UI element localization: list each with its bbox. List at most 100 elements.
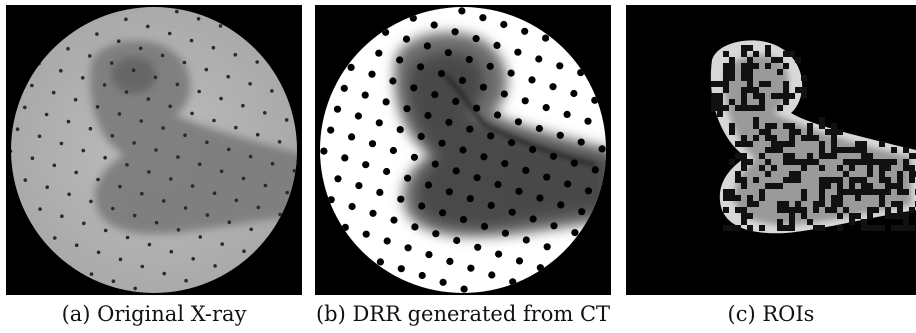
marker-dot	[255, 60, 259, 64]
marker-dot	[226, 5, 230, 6]
marker-dot	[262, 38, 267, 42]
roi-block	[777, 57, 783, 63]
roi-block	[783, 225, 789, 231]
roi-block	[903, 213, 909, 219]
roi-block	[759, 93, 765, 99]
marker-dot	[30, 83, 34, 88]
marker-dot	[212, 191, 217, 195]
roi-block	[807, 129, 813, 135]
marker-dot	[240, 31, 245, 35]
marker-dot	[300, 220, 302, 224]
marker-dot	[37, 134, 42, 139]
roi-block	[837, 213, 843, 219]
marker-dot	[376, 188, 384, 196]
marker-dot	[249, 227, 253, 232]
marker-dot	[599, 214, 606, 223]
marker-dot	[327, 196, 335, 204]
marker-dot	[527, 7, 536, 14]
roi-block	[861, 219, 867, 225]
marker-dot	[584, 117, 592, 125]
marker-dot	[31, 229, 35, 233]
marker-dot	[341, 154, 349, 162]
roi-block	[783, 81, 789, 87]
marker-dot	[320, 237, 322, 246]
marker-dot	[59, 141, 64, 146]
marker-dot	[556, 62, 564, 70]
marker-dot	[515, 187, 523, 195]
roi-block	[747, 69, 753, 75]
marker-dot	[467, 264, 475, 272]
roi-block	[759, 81, 765, 87]
marker-dot	[514, 48, 522, 56]
roi-block	[801, 135, 807, 141]
roi-block	[753, 93, 759, 99]
marker-dot	[368, 70, 376, 78]
marker-dot	[334, 175, 342, 183]
roi-block	[747, 141, 753, 147]
marker-dot	[599, 284, 606, 292]
roi-block	[741, 159, 747, 165]
caption-rois: (c) ROIs	[727, 302, 815, 326]
marker-dot	[327, 126, 335, 134]
marker-dot	[118, 184, 122, 189]
roi-block	[807, 135, 813, 141]
marker-dot	[29, 11, 34, 15]
marker-dot	[89, 272, 94, 276]
roi-block	[753, 117, 759, 123]
marker-dot	[315, 29, 320, 36]
roi-block	[789, 171, 795, 177]
roi-block	[765, 51, 771, 57]
marker-dot	[102, 83, 107, 87]
roi-block	[729, 225, 735, 231]
roi-block	[801, 75, 807, 81]
marker-dot	[234, 198, 239, 203]
roi-block	[747, 57, 753, 63]
roi-block	[741, 69, 747, 75]
marker-dot	[95, 105, 100, 109]
roi-block	[885, 207, 891, 213]
roi-block	[741, 177, 747, 183]
roi-block	[765, 63, 771, 69]
marker-dot	[549, 152, 558, 160]
roi-block	[759, 99, 765, 105]
marker-dot	[125, 235, 130, 240]
marker-dot	[341, 223, 349, 231]
marker-dot	[494, 180, 502, 189]
marker-dot	[409, 14, 417, 22]
roi-block	[747, 159, 753, 165]
roi-block	[723, 69, 729, 75]
marker-dot	[590, 27, 598, 35]
marker-dot	[473, 174, 481, 182]
marker-dot	[563, 110, 571, 118]
marker-dot	[326, 57, 334, 65]
roi-block	[753, 105, 759, 111]
roi-block	[741, 183, 747, 189]
roi-block	[741, 141, 747, 147]
roi-block	[711, 93, 717, 99]
roi-block	[729, 63, 735, 69]
roi-block	[723, 51, 729, 57]
marker-dot	[404, 244, 412, 252]
marker-dot	[370, 279, 378, 287]
marker-dot	[23, 178, 28, 182]
marker-dot	[486, 62, 494, 70]
marker-dot	[382, 28, 390, 36]
marker-dot	[169, 249, 174, 254]
roi-block	[897, 189, 903, 195]
marker-dot	[30, 156, 35, 160]
roi-block	[765, 45, 771, 51]
roi-block	[843, 159, 849, 165]
roi-block	[885, 213, 891, 219]
marker-dot	[263, 183, 268, 188]
marker-dot	[577, 69, 585, 77]
roi-block	[759, 105, 765, 111]
roi-block	[891, 213, 897, 219]
roi-block	[885, 189, 891, 195]
roi-block	[867, 189, 873, 195]
roi-block	[735, 195, 741, 201]
roi-block	[741, 99, 747, 105]
marker-dot	[160, 53, 165, 58]
roi-block	[867, 171, 873, 177]
marker-dot	[320, 147, 328, 155]
roi-block	[801, 213, 807, 219]
